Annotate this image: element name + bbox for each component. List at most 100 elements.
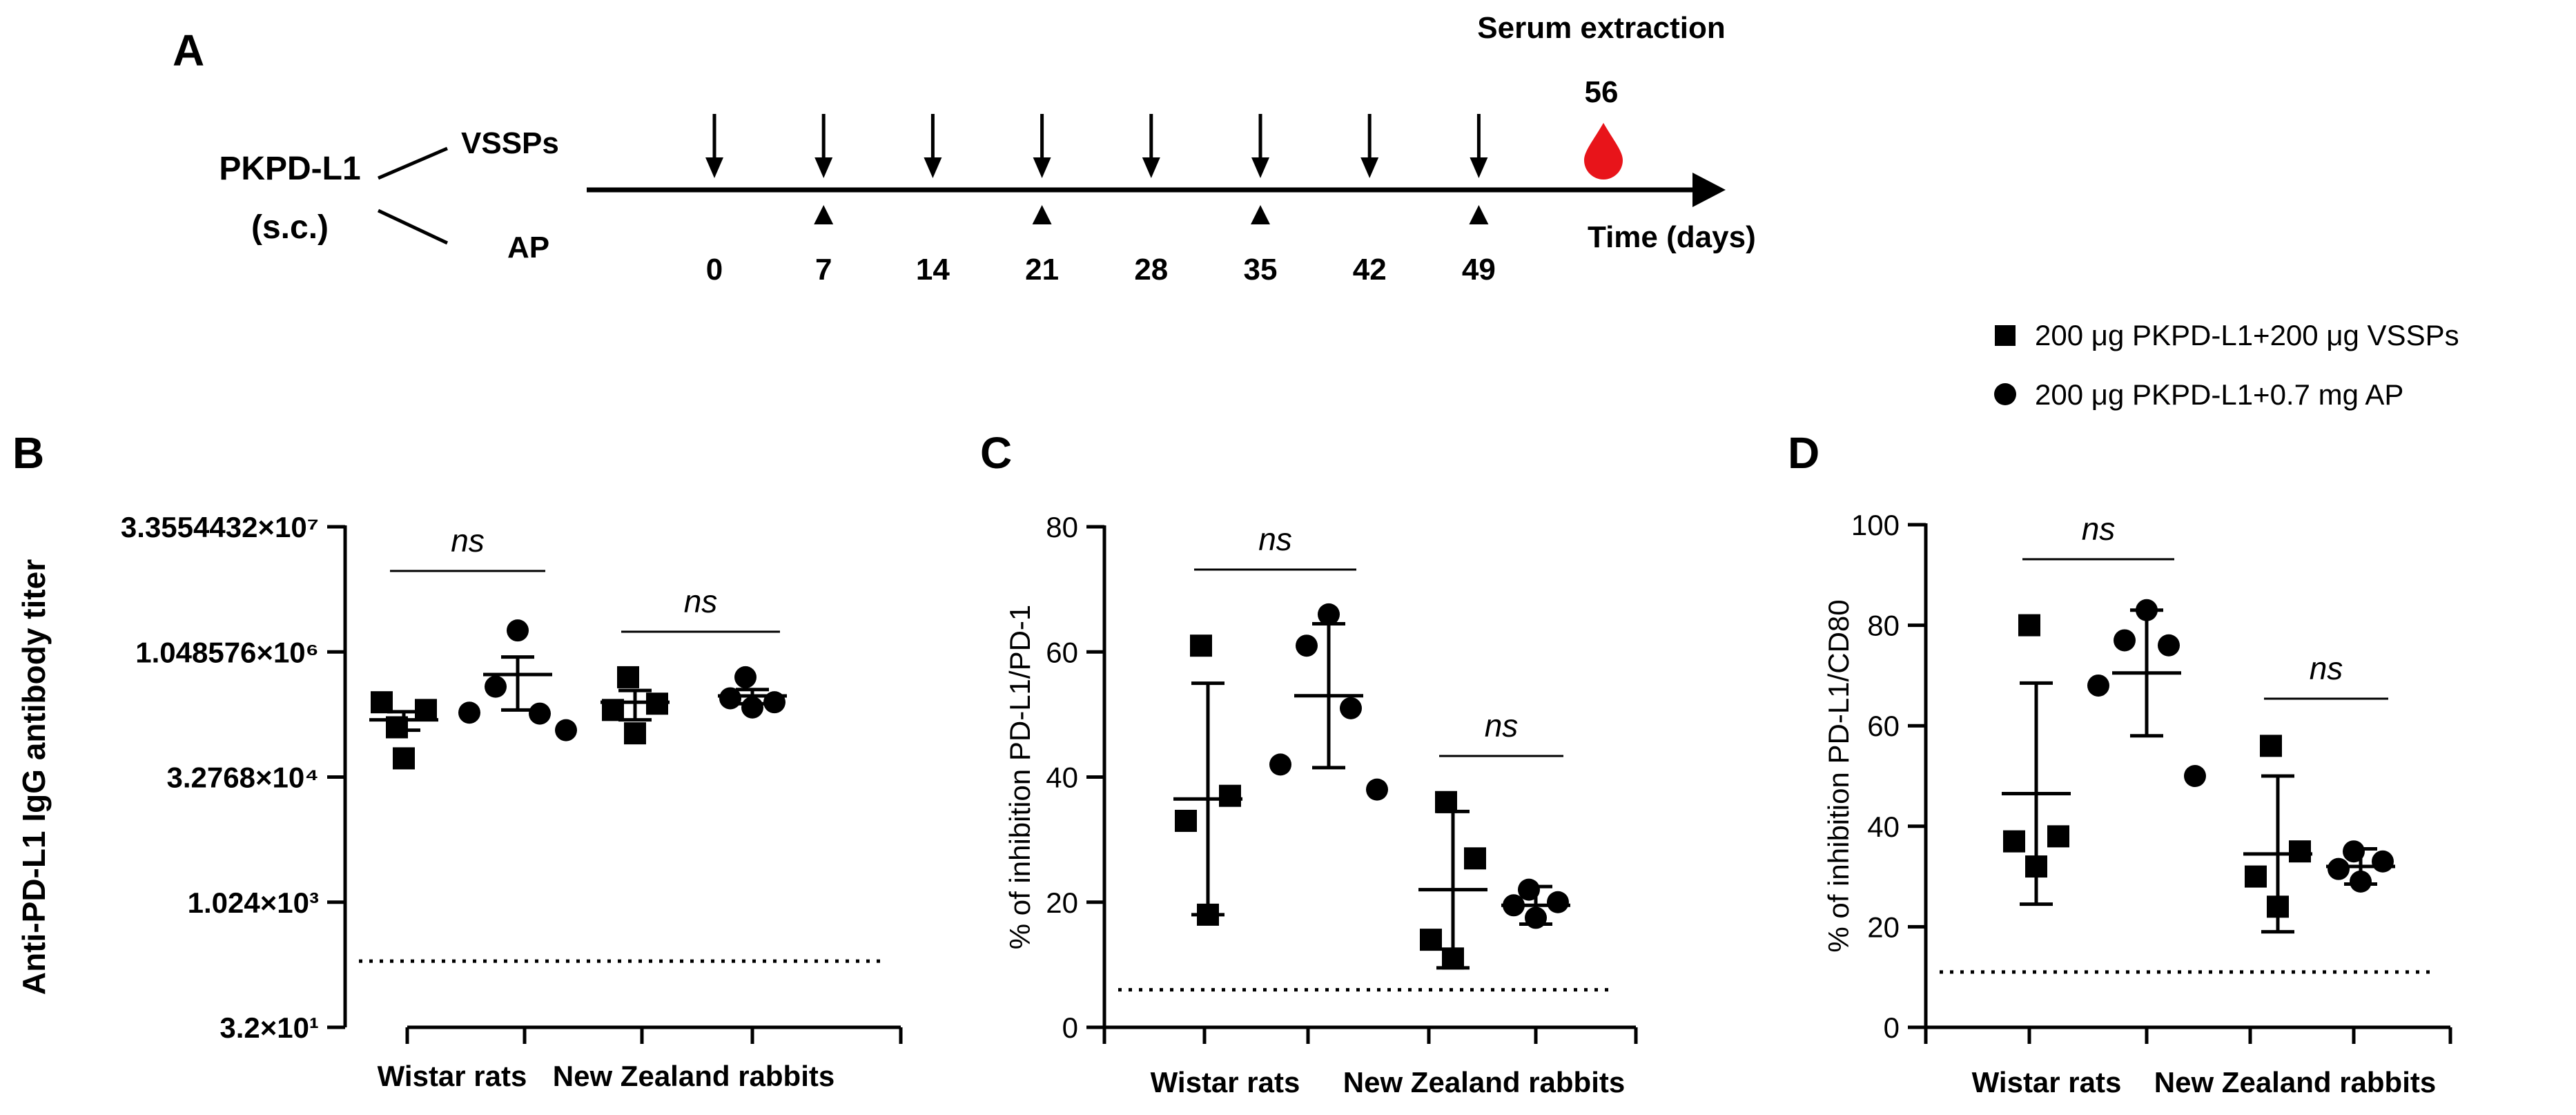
chart-c-y-tick-label: 60 [1046,636,1078,668]
chart-d-point-square [2047,825,2069,848]
chart-c-y-tick-label: 40 [1046,762,1078,794]
chart-d-significance-label: ns [2310,650,2343,686]
ap-triangle-day-35 [1251,205,1270,224]
chart-b-category-label: Wistar rats [378,1060,527,1092]
serum-day-label: 56 [1585,75,1619,109]
panel-a-schedule: A PKPD-L1 (s.c.) VSSPs AP Time (days) Se… [173,11,1756,287]
time-axis-arrowhead [1692,173,1726,207]
chart-b-point-circle [555,719,577,741]
chart-d-y-tick-label: 20 [1867,911,1900,943]
branch-top-label: VSSPs [461,126,559,160]
chart-d-point-square [2260,735,2282,757]
chart-b-y-tick-label: 3.3554432×10⁷ [121,511,319,543]
chart-d-point-square [2289,840,2311,863]
chart-d-y-tick-label: 0 [1884,1011,1900,1044]
panel-d-letter: D [1788,428,1819,478]
chart-c-point-square [1464,847,1486,870]
chart-c: C 0 20 40 60 80 % of inhibition PD-L1/PD-1 Wist… [980,428,1638,1098]
vssp-arrow-head-day-35 [1251,157,1269,178]
chart-d-point-circle [2114,629,2136,652]
vssp-arrow-head-day-14 [924,157,942,178]
vssp-arrow-head-day-7 [814,157,833,178]
branch-bottom-line [377,209,449,245]
chart-d-y-axis-label: % of inhibition PD-L1/CD80 [1822,599,1855,952]
chart-d-point-square [2245,865,2267,888]
day-label-42: 42 [1353,253,1387,287]
chart-c-significance-label: ns [1258,521,1292,557]
chart-b-y-axis-label: Anti-PD-L1 IgG antibody titer [16,559,52,995]
branch-top-line [378,146,448,180]
chart-d-point-square [2018,614,2040,637]
ap-triangle-day-49 [1469,205,1489,224]
chart-c-point-circle [1340,697,1362,719]
vssp-arrow-head-day-21 [1033,157,1051,178]
ap-triangle-day-21 [1032,205,1052,224]
chart-d-y-tick-label: 80 [1867,610,1900,642]
chart-c-point-circle [1547,891,1569,913]
chart-b-point-circle [529,702,551,725]
chart-b-significance-label: ns [684,583,718,619]
chart-c-significance-label: ns [1485,708,1519,744]
chart-b-y-tick-label: 3.2×10¹ [219,1011,319,1044]
day-label-28: 28 [1134,253,1168,287]
chart-b-y-tick-label: 1.024×10³ [188,886,319,919]
blood-drop-icon [1584,123,1623,180]
chart-b-point-circle [458,701,480,724]
chart-d-y-tick-label: 100 [1851,509,1900,541]
day-label-0: 0 [706,253,723,287]
vssp-arrow-head-day-49 [1470,157,1488,178]
chart-b-point-square [371,691,393,714]
chart-d-point-circle [2184,765,2206,787]
chart-c-point-circle [1269,753,1291,776]
legend: 200 μg PKPD-L1+200 μg VSSPs 200 μg PKPD-… [1994,319,2459,411]
chart-c-point-square [1219,784,1241,807]
drug-label: PKPD-L1 [219,151,360,187]
chart-c-point-square [1190,634,1212,657]
chart-b-point-square [415,699,437,721]
chart-c-point-circle [1318,603,1340,626]
chart-d-point-circle [2372,850,2394,873]
legend-square-marker [1995,325,2016,346]
chart-d-category-label: New Zealand rabbits [2154,1066,2436,1098]
chart-d-point-square [2003,830,2025,853]
day-label-35: 35 [1244,253,1278,287]
chart-c-point-square [1420,929,1442,951]
chart-c-point-square [1175,809,1197,832]
chart-b-point-square [624,722,646,745]
legend-circle-label: 200 μg PKPD-L1+0.7 mg AP [2035,378,2403,411]
vssp-arrow-head-day-42 [1360,157,1379,178]
chart-d-y-tick-label: 40 [1867,811,1900,843]
chart-b-point-square [393,747,415,770]
chart-d: D 0 20 40 60 80 100 % of inhibition PD-L1/CD80 W… [1788,428,2452,1098]
day-label-21: 21 [1025,253,1059,287]
panel-a-letter: A [173,26,204,75]
chart-c-y-axis-label: % of inhibition PD-L1/PD-1 [1004,605,1036,950]
chart-c-category-label: Wistar rats [1151,1066,1300,1098]
chart-c-category-label: New Zealand rabbits [1343,1066,1625,1098]
chart-c-point-circle [1296,634,1318,657]
day-label-49: 49 [1462,253,1496,287]
day-label-14: 14 [916,253,950,287]
chart-b: B 3.2×10¹ 1.024×10³ 3.2768×10⁴ 1.048576×10⁶ 3… [12,428,903,1092]
chart-d-category-label: Wistar rats [1972,1066,2122,1098]
chart-c-y-tick-label: 20 [1046,886,1078,919]
serum-extraction-label: Serum extraction [1477,11,1725,45]
panel-c-letter: C [980,428,1012,478]
branch-bottom-label: AP [507,231,549,264]
vssp-arrow-head-day-0 [705,157,723,178]
chart-d-point-circle [2158,634,2180,657]
chart-b-y-tick-label: 3.2768×10⁴ [167,762,319,794]
chart-c-point-circle [1366,778,1388,801]
chart-b-point-circle [734,666,757,688]
legend-circle-marker [1994,383,2016,405]
chart-c-y-tick-label: 80 [1046,511,1078,543]
chart-b-point-circle [485,675,507,698]
chart-d-point-circle [2087,674,2109,697]
chart-c-point-square [1435,791,1457,813]
chart-b-y-tick-label: 1.048576×10⁶ [135,636,319,668]
day-label-7: 7 [815,253,832,287]
chart-b-point-square [617,666,639,688]
chart-c-y-tick-label: 0 [1062,1011,1078,1044]
chart-b-category-label: New Zealand rabbits [553,1060,835,1092]
